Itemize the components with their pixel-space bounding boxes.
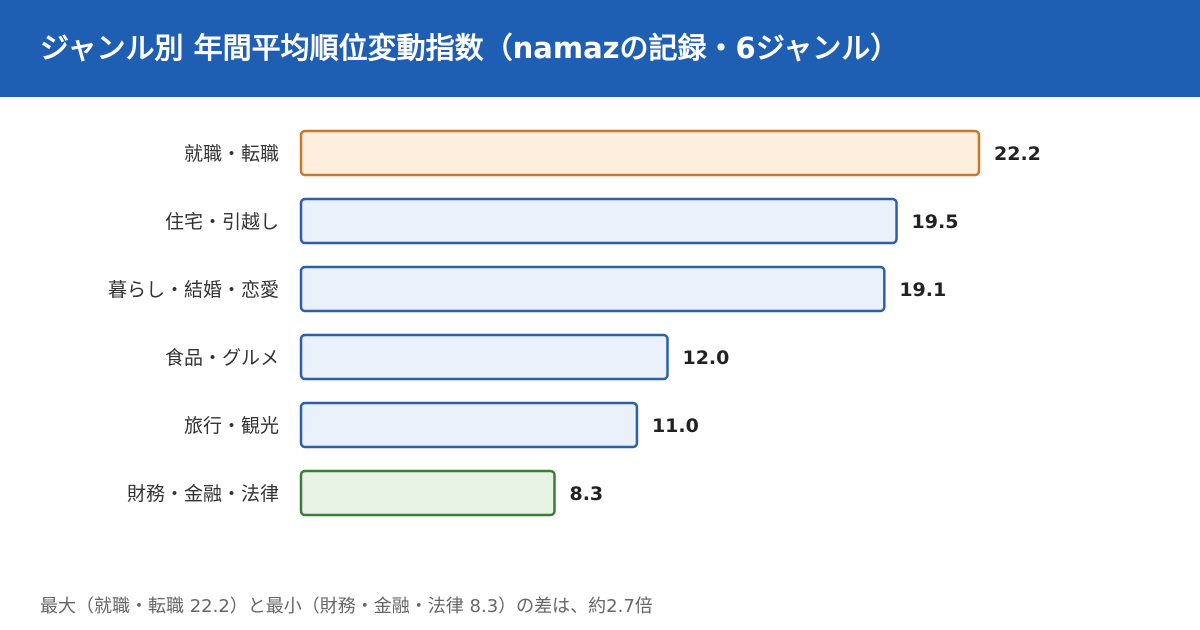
category-label: 旅行・観光: [184, 415, 279, 437]
category-label: 暮らし・結婚・恋愛: [108, 279, 279, 301]
footer-note: 最大（就職・転職 22.2）と最小（財務・金融・法律 8.3）の差は、約2.7倍: [40, 596, 653, 617]
category-label: 住宅・引越し: [165, 211, 279, 233]
value-label: 8.3: [569, 483, 603, 505]
bar-3: [299, 333, 669, 381]
category-label: 食品・グルメ: [165, 347, 279, 369]
category-label: 財務・金融・法律: [127, 483, 279, 505]
header-bar: ジャンル別 年間平均順位変動指数（namazの記録・6ジャンル）: [0, 0, 1200, 97]
value-label: 22.2: [994, 143, 1041, 165]
bar-chart: 就職・転職 22.2 住宅・引越し 19.5 暮らし・結婚・恋愛 19.1 食品・グルメ 12…: [108, 129, 1041, 517]
category-label: 就職・転職: [184, 143, 279, 165]
bar-2: [299, 265, 886, 313]
value-label: 19.1: [899, 279, 946, 301]
value-label: 19.5: [912, 211, 959, 233]
bar-1: [299, 197, 898, 245]
bar-5: [299, 469, 556, 517]
value-label: 11.0: [652, 415, 699, 437]
bar-4: [299, 401, 639, 449]
bar-0: [299, 129, 981, 177]
value-label: 12.0: [682, 347, 729, 369]
page-title: ジャンル別 年間平均順位変動指数（namazの記録・6ジャンル）: [40, 31, 900, 65]
